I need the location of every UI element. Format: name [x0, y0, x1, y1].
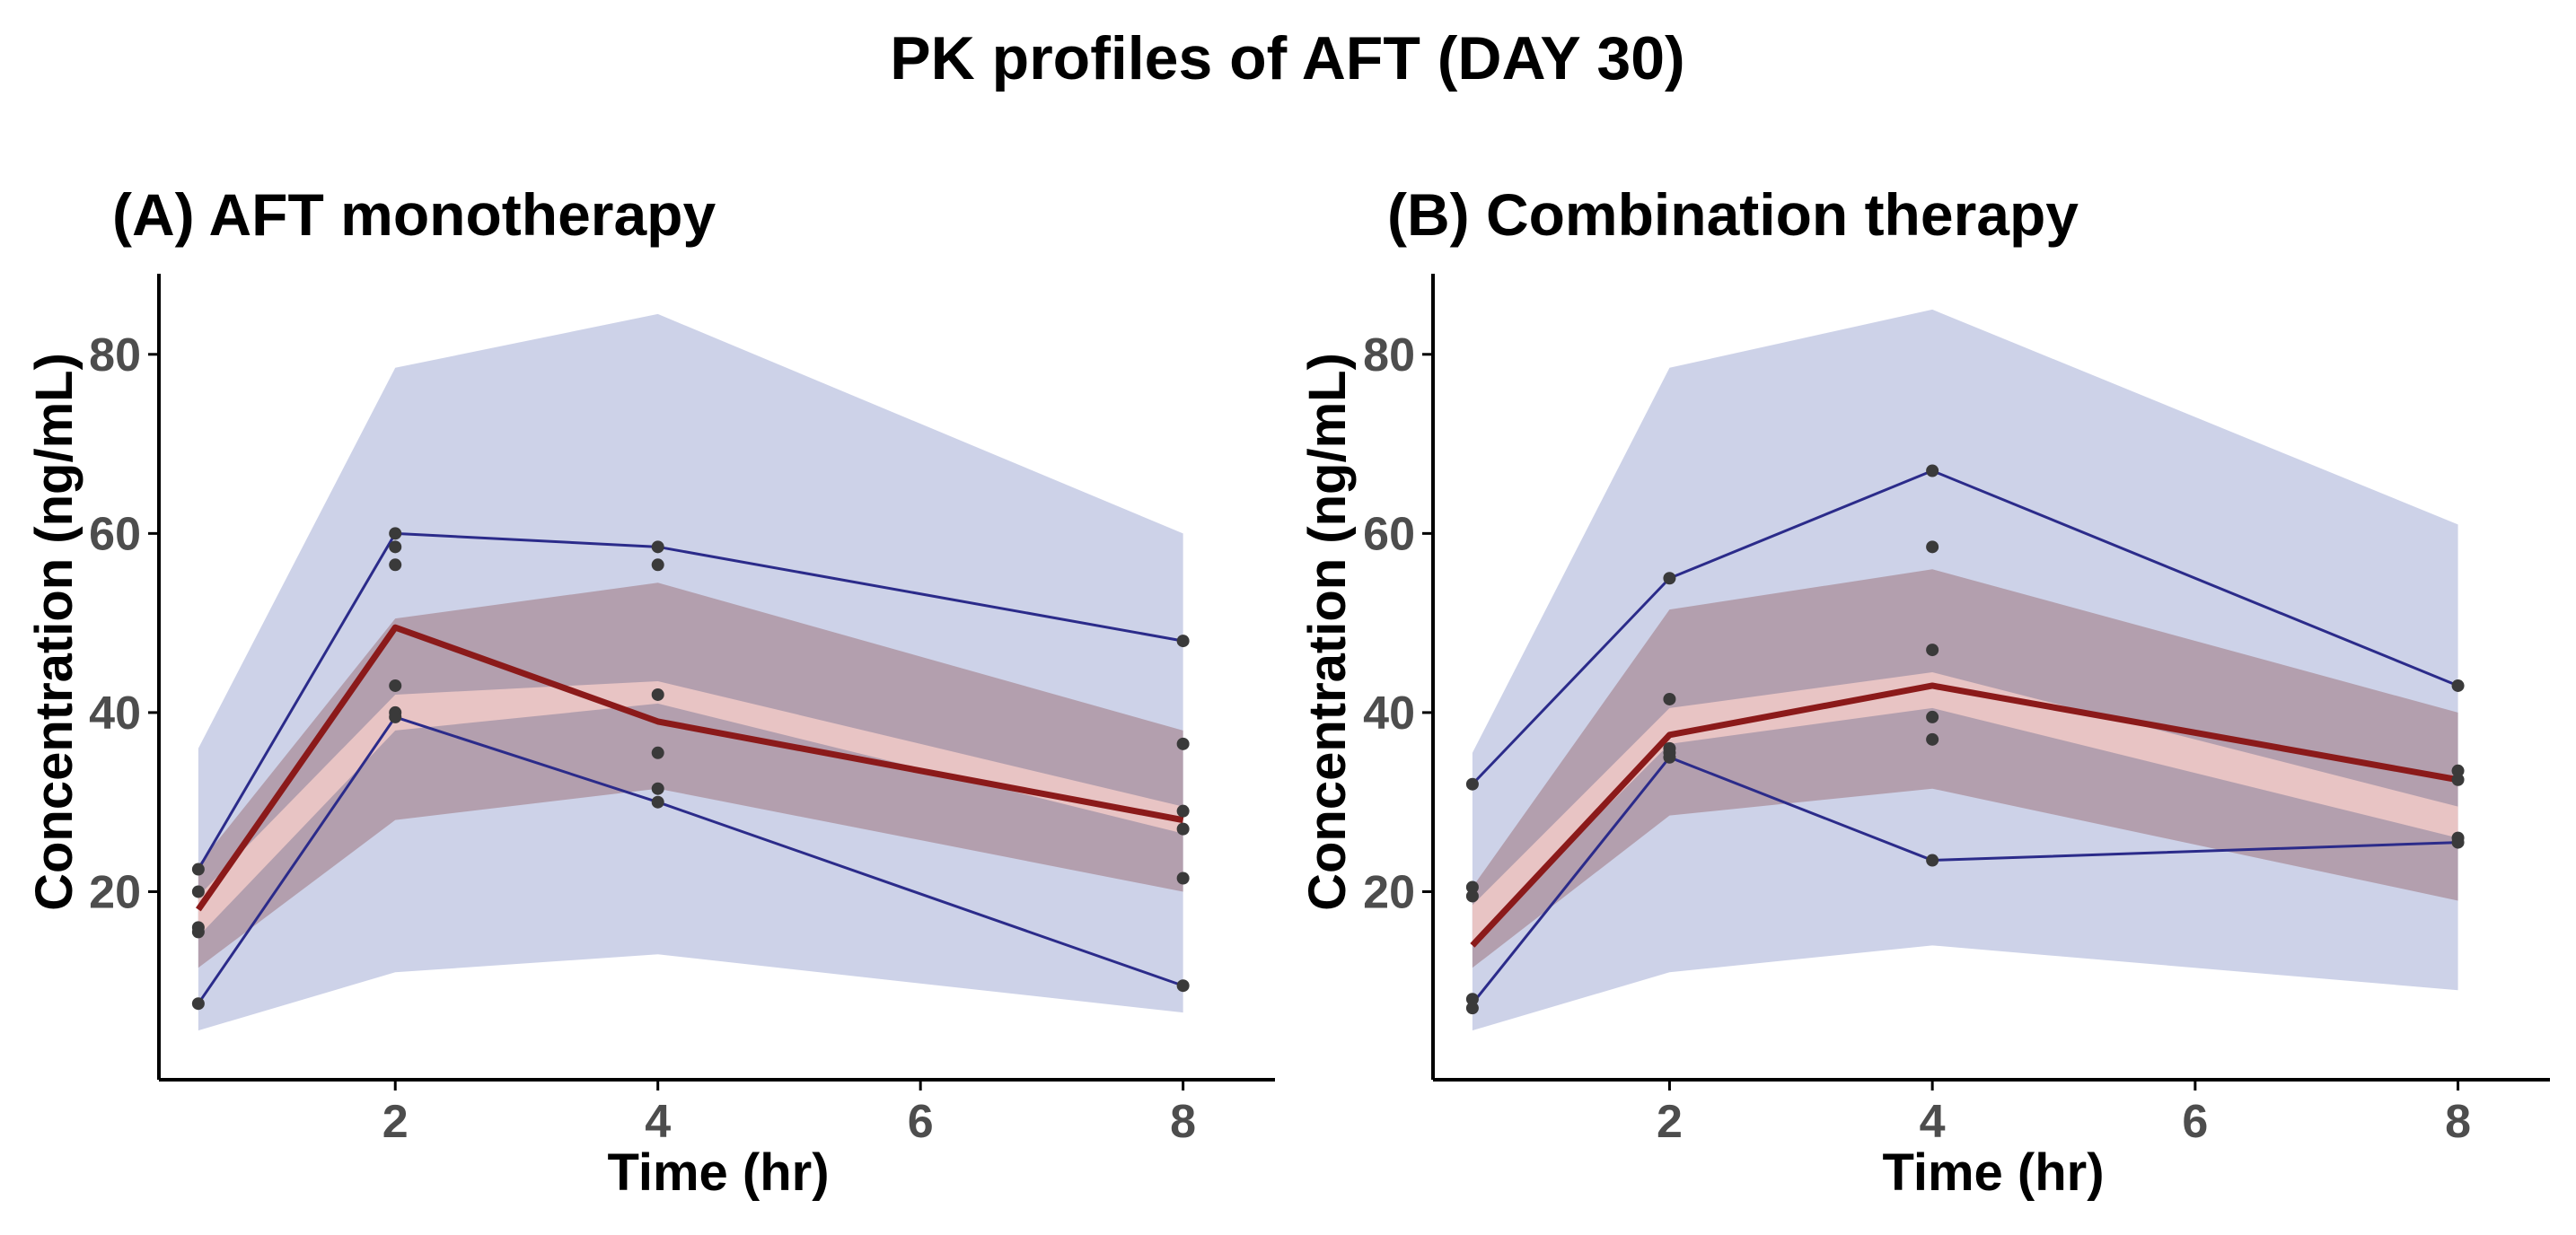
a-observed-point [389, 527, 402, 540]
b-observed-p05-line [1471, 756, 2458, 1005]
a-observed-point [651, 688, 664, 701]
b-x-tick-label: 2 [1657, 1096, 1683, 1148]
b-observed-point [1926, 710, 1939, 723]
a-observed-point [651, 795, 664, 809]
a-observed-point [191, 885, 205, 898]
a-observed-p05-line [197, 715, 1184, 1005]
a-observed-point [389, 540, 402, 554]
b-observed-point [2451, 679, 2465, 692]
panel-b: (B) Combination therapy Concentration (n… [1298, 181, 2550, 1202]
panel-b-ylabel: Concentration (ng/mL) [1298, 353, 1357, 911]
a-observed-point [651, 540, 664, 554]
b-x-tick-label: 8 [2445, 1096, 2471, 1148]
b-x-tick-label: 6 [2182, 1096, 2208, 1148]
a-observed-point [651, 558, 664, 572]
b-observed-point [1465, 1002, 1479, 1015]
b-y-tick-label: 20 [1363, 866, 1415, 918]
a-observed-point [651, 746, 664, 759]
b-observed-point [1663, 750, 1676, 764]
b-observed-point [1663, 692, 1676, 705]
a-observed-point [389, 679, 402, 692]
b-pi-inner-band [1472, 569, 2458, 968]
b-observed-point [2451, 764, 2465, 777]
panel-a: (A) AFT monotherapy Concentration (ng/mL… [25, 181, 1275, 1202]
a-observed-point [191, 997, 205, 1011]
b-observed-point [1465, 880, 1479, 894]
b-observed-point [2451, 773, 2465, 786]
b-observed-point [1926, 464, 1939, 477]
a-x-tick-label: 8 [1170, 1096, 1196, 1148]
b-observed-p95-line [1471, 469, 2459, 785]
a-observed-point [191, 925, 205, 939]
b-observed-point [1663, 572, 1676, 585]
panel-a-xlabel: Time (hr) [607, 1143, 829, 1202]
a-observed-point [389, 558, 402, 572]
a-observed-median-line [196, 624, 1184, 912]
b-y-tick-label: 60 [1363, 508, 1415, 560]
panel-a-ylabel: Concentration (ng/mL) [25, 353, 84, 911]
b-y-tick-label: 80 [1363, 329, 1415, 381]
b-x-tick-label: 4 [1920, 1096, 1946, 1148]
a-pi-inner-band [198, 582, 1183, 968]
a-y-tick-label: 20 [89, 866, 141, 918]
b-observed-point [1926, 732, 1939, 746]
panel-a-plot: 20 40 60 80 2 4 6 8 [89, 274, 1275, 1148]
b-observed-point [2451, 836, 2465, 849]
a-observed-point [1176, 737, 1190, 750]
a-y-tick-label: 40 [89, 688, 141, 740]
b-observed-point [1465, 777, 1479, 791]
a-observed-point [1176, 979, 1190, 993]
a-observed-point [1176, 804, 1190, 818]
b-observed-point [1926, 540, 1939, 554]
b-observed-point [1465, 993, 1479, 1006]
panel-b-xlabel: Time (hr) [1882, 1143, 2104, 1202]
figure-title: PK profiles of AFT (DAY 30) [890, 24, 1684, 92]
b-observed-point [1926, 854, 1939, 867]
a-observed-point [1176, 635, 1190, 648]
a-y-tick-label: 80 [89, 329, 141, 381]
a-observed-point [1176, 822, 1190, 836]
a-y-tick-label: 60 [89, 508, 141, 560]
b-observed-point [1465, 889, 1479, 903]
b-observed-median-line [1470, 682, 2459, 948]
panel-b-title: (B) Combination therapy [1387, 181, 2079, 248]
a-observed-point [1176, 872, 1190, 885]
a-x-tick-label: 4 [645, 1096, 671, 1148]
a-observed-point [191, 863, 205, 876]
b-y-tick-label: 40 [1363, 688, 1415, 740]
b-observed-point [1926, 644, 1939, 657]
a-observed-p95-line [197, 531, 1183, 871]
panel-a-title: (A) AFT monotherapy [112, 181, 716, 248]
a-x-tick-label: 6 [908, 1096, 934, 1148]
a-observed-point [651, 782, 664, 795]
a-observed-point [389, 710, 402, 723]
a-x-tick-label: 2 [382, 1096, 409, 1148]
panel-b-plot: 20 40 60 80 2 4 6 8 [1363, 274, 2550, 1148]
